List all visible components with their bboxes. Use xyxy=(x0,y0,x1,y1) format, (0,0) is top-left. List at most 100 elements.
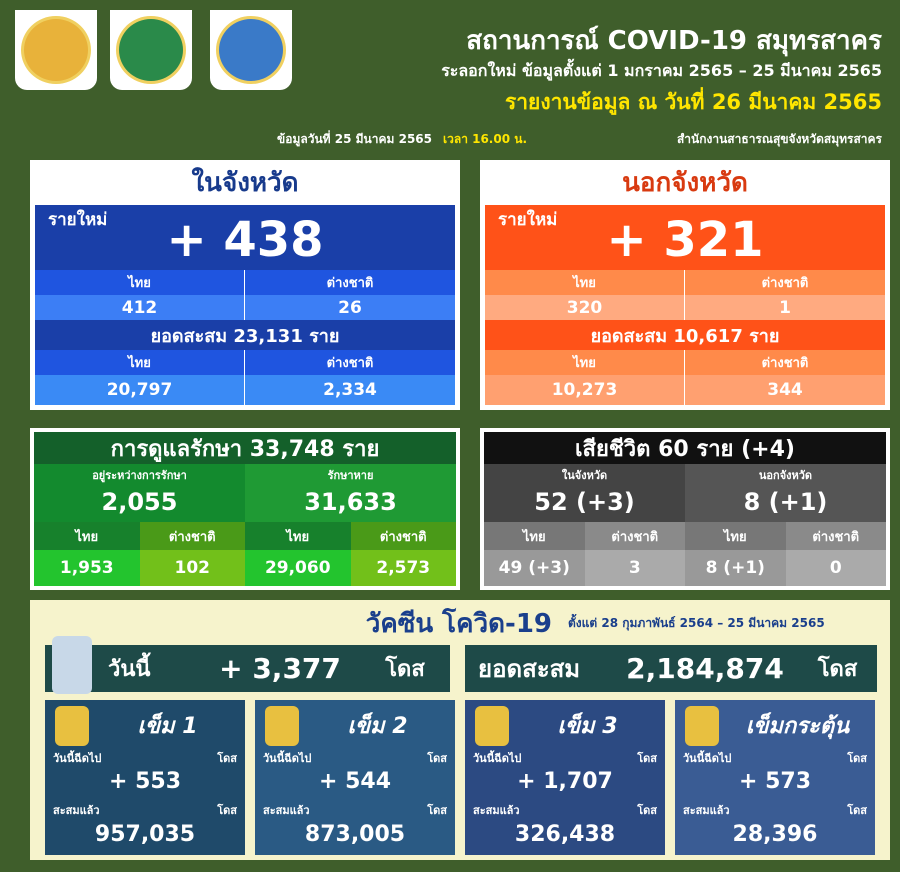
syringe-icon xyxy=(475,706,509,746)
cell-label: ต่างชาติ xyxy=(785,522,886,550)
sub-label: ในจังหวัด xyxy=(561,469,608,482)
panel-title: ในจังหวัด xyxy=(191,168,299,198)
sub-label: อยู่ระหว่างการรักษา xyxy=(92,469,187,482)
sub-block xyxy=(34,464,245,522)
dose-name: เข็ม 2 xyxy=(347,713,408,739)
syringe-icon xyxy=(55,706,89,746)
logo xyxy=(116,16,186,84)
cell: 412 xyxy=(35,295,244,320)
sub-block xyxy=(685,464,886,522)
dose-unit: โดส xyxy=(637,752,657,765)
cell: ไทย xyxy=(485,350,684,375)
dose-unit: โดส xyxy=(847,804,867,817)
dose-cum-label: สะสมแล้ว xyxy=(53,804,100,817)
cumulative: ยอดสะสม 23,131 ราย xyxy=(35,320,455,350)
dose-today: + 1,707 xyxy=(517,768,613,794)
new-block xyxy=(485,205,885,270)
dose-today: + 573 xyxy=(738,768,811,794)
cum-bar xyxy=(465,645,877,692)
sub-label: รักษาหาย xyxy=(327,469,374,482)
dose-unit: โดส xyxy=(637,804,657,817)
cell-value: 102 xyxy=(139,550,245,586)
new-label: รายใหม่ xyxy=(498,209,558,230)
source-agency: สำนักงานสาธารณสุขจังหวัดสมุทรสาคร xyxy=(676,131,882,146)
cell-value: 3 xyxy=(584,550,685,586)
syringe-icon xyxy=(265,706,299,746)
new-block xyxy=(35,205,455,270)
cell: ต่างชาติ xyxy=(245,270,455,295)
panel-title: เสียชีวิต 60 ราย (+4) xyxy=(484,432,886,464)
cell: 344 xyxy=(685,375,885,405)
cell-value: 0 xyxy=(785,550,886,586)
syringe-icon xyxy=(685,706,719,746)
cell: ไทย xyxy=(35,270,244,295)
dose-today-label: วันนี้ฉีดไป xyxy=(473,752,522,765)
cell: ต่างชาติ xyxy=(685,270,885,295)
subtitle: ระลอกใหม่ ข้อมูลตั้งแต่ 1 มกราคม 2565 – … xyxy=(441,60,882,80)
cell: ต่างชาติ xyxy=(245,350,455,375)
cumulative: ยอดสะสม 10,617 ราย xyxy=(485,320,885,350)
cell-label: ต่างชาติ xyxy=(584,522,685,550)
today-label: วันนี้ xyxy=(108,657,151,682)
cell: 10,273 xyxy=(485,375,684,405)
cell: ไทย xyxy=(35,350,244,375)
cell: 26 xyxy=(245,295,455,320)
cell-label: ไทย xyxy=(245,522,351,550)
cell-label: ต่างชาติ xyxy=(139,522,245,550)
cell-label: ไทย xyxy=(34,522,140,550)
cell: ต่างชาติ xyxy=(685,350,885,375)
new-label: รายใหม่ xyxy=(48,209,108,230)
vial xyxy=(52,636,92,694)
cell: ไทย xyxy=(485,270,684,295)
logo xyxy=(216,16,286,84)
dose-cum-label: สะสมแล้ว xyxy=(683,804,730,817)
dose-today-label: วันนี้ฉีดไป xyxy=(683,752,732,765)
dose-name: เข็ม 1 xyxy=(137,713,198,739)
cell: 2,334 xyxy=(245,375,455,405)
today-bar xyxy=(45,645,450,692)
title: สถานการณ์ COVID-19 สมุทรสาคร xyxy=(466,25,882,56)
new-value: + 438 xyxy=(166,212,324,268)
sub-value: 2,055 xyxy=(101,488,178,516)
cell: 20,797 xyxy=(35,375,244,405)
cum-value: 2,184,874 xyxy=(626,652,784,685)
today-value: + 3,377 xyxy=(219,652,341,685)
cell-value: 29,060 xyxy=(245,550,351,586)
dose-unit: โดส xyxy=(427,752,447,765)
report-date: รายงานข้อมูล ณ วันที่ 26 มีนาคม 2565 xyxy=(504,89,882,114)
dose-cum: 873,005 xyxy=(304,821,406,847)
cell-value: 49 (+3) xyxy=(484,550,585,586)
dose-cum-label: สะสมแล้ว xyxy=(473,804,520,817)
source-date: ข้อมูลวันที่ 25 มีนาคม 2565 xyxy=(277,131,432,146)
vaccine-title: วัคซีน โควิด-19 xyxy=(365,608,552,639)
dose-cum-label: สะสมแล้ว xyxy=(263,804,310,817)
sub-value: 31,633 xyxy=(304,488,397,516)
vaccine-period: ตั้งแต่ 28 กุมภาพันธ์ 2564 – 25 มีนาคม 2… xyxy=(568,615,825,630)
cell: 1 xyxy=(685,295,885,320)
cell-value: 1,953 xyxy=(34,550,140,586)
dose-unit: โดส xyxy=(847,752,867,765)
cell-label: ไทย xyxy=(685,522,786,550)
dose-name: เข็ม 3 xyxy=(557,713,618,739)
dose-unit: โดส xyxy=(217,752,237,765)
dose-today: + 553 xyxy=(108,768,181,794)
dose-today-label: วันนี้ฉีดไป xyxy=(263,752,312,765)
dose-unit: โดส xyxy=(217,804,237,817)
sub-block xyxy=(484,464,685,522)
cell-label: ไทย xyxy=(484,522,585,550)
cell-value: 8 (+1) xyxy=(685,550,786,586)
sub-label: นอกจังหวัด xyxy=(758,469,813,482)
dose-unit: โดส xyxy=(427,804,447,817)
cell-label: ต่างชาติ xyxy=(350,522,456,550)
dose-name: เข็มกระตุ้น xyxy=(745,713,850,739)
cum-label: ยอดสะสม xyxy=(478,655,581,683)
source-time: เวลา 16.00 น. xyxy=(443,131,528,146)
cell-value: 2,573 xyxy=(350,550,456,586)
dose-today: + 544 xyxy=(318,768,391,794)
panel-title: นอกจังหวัด xyxy=(622,168,748,198)
cum-unit: โดส xyxy=(817,657,858,682)
dose-cum: 326,438 xyxy=(514,821,616,847)
today-unit: โดส xyxy=(385,657,425,682)
sub-block xyxy=(245,464,456,522)
